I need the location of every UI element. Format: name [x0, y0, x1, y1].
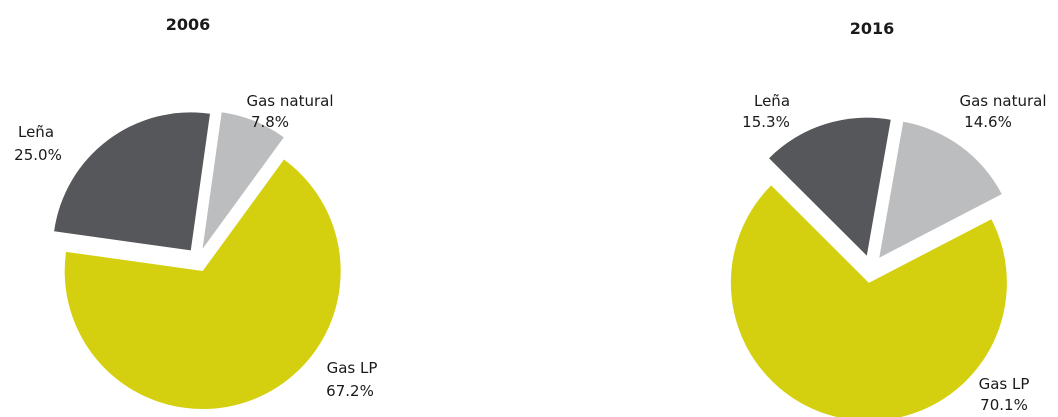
value-gas-natural-2016: 14.6%: [964, 113, 1012, 131]
label-gas-lp-2006: Gas LP: [327, 359, 378, 377]
slice-lena-2016: [769, 117, 891, 256]
value-gas-lp-2016: 70.1%: [980, 396, 1028, 414]
slice-gas-lp-2016: [730, 185, 1007, 417]
value-lena-2006: 25.0%: [14, 146, 62, 164]
label-lena-2006: Leña: [18, 123, 54, 141]
chart-2016: 2016 Gas natural 14.6% Leña 15.3% Gas LP…: [730, 19, 1047, 417]
value-gas-lp-2006: 67.2%: [326, 382, 374, 400]
value-lena-2016: 15.3%: [742, 113, 790, 131]
chart-2006: 2006 Gas natural 7.8% Leña 25.0% Gas LP …: [14, 15, 378, 410]
slice-gas-natural-2016: [879, 121, 1002, 258]
value-gas-natural-2006: 7.8%: [251, 113, 289, 131]
slice-lena-2006: [54, 112, 210, 251]
slice-gas-natural-2006: [202, 112, 284, 249]
label-gas-natural-2006: Gas natural: [246, 92, 333, 110]
chart-title-2016: 2016: [850, 19, 895, 38]
chart-title-2006: 2006: [166, 15, 211, 34]
slice-gas-lp-2006: [64, 159, 341, 410]
label-gas-lp-2016: Gas LP: [979, 375, 1030, 393]
label-lena-2016: Leña: [754, 92, 790, 110]
label-gas-natural-2016: Gas natural: [959, 92, 1046, 110]
